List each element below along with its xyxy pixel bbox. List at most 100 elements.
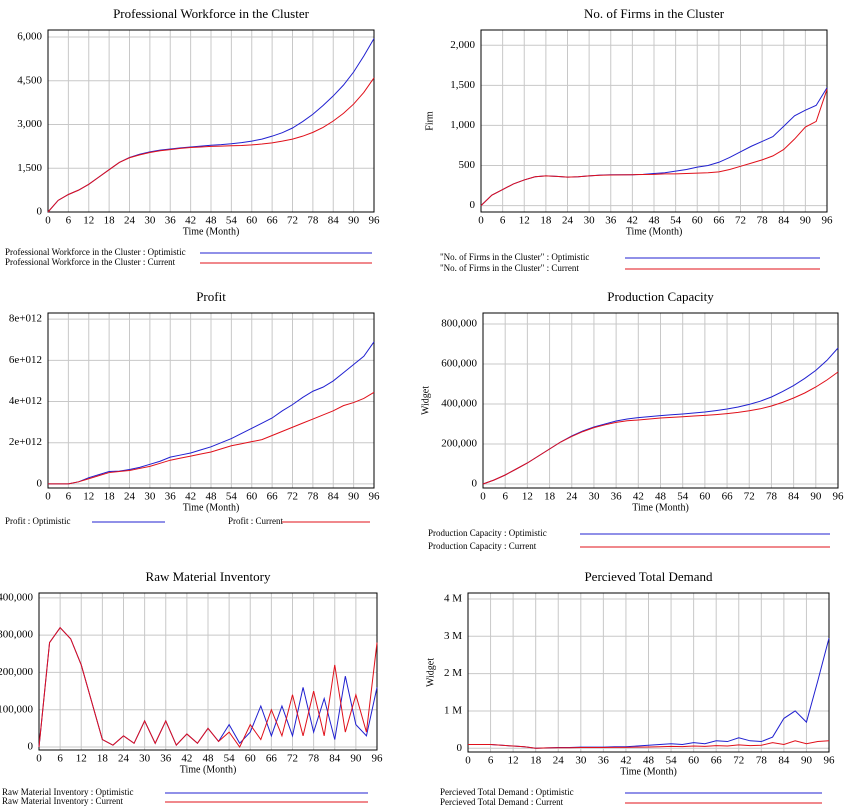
x-tick-label: 60 <box>246 215 258 227</box>
x-tick-label: 24 <box>562 215 574 227</box>
y-tick-label: 0 <box>37 206 43 218</box>
x-tick-label: 36 <box>165 491 177 503</box>
y-axis-label: Widget <box>420 386 431 415</box>
x-tick-label: 66 <box>266 753 278 765</box>
x-tick-label: 36 <box>605 215 617 227</box>
x-tick-label: 36 <box>598 755 610 767</box>
x-tick-label: 54 <box>677 491 689 503</box>
x-tick-label: 72 <box>735 215 746 227</box>
x-tick-label: 36 <box>165 215 177 227</box>
legend-label: Production Capacity : Current <box>428 541 537 551</box>
x-tick-label: 78 <box>757 215 769 227</box>
plot-frame <box>38 592 378 751</box>
x-tick-label: 78 <box>756 755 768 767</box>
x-tick-label: 66 <box>711 755 723 767</box>
x-tick-label: 42 <box>185 215 196 227</box>
x-tick-label: 12 <box>508 755 519 767</box>
y-tick-label: 400,000 <box>0 591 34 603</box>
y-axis-label: Widget <box>425 658 436 687</box>
y-tick-label: 8e+012 <box>9 313 42 325</box>
plot-frame <box>482 312 839 489</box>
series-line <box>480 89 828 206</box>
x-axis-label: Time (Month) <box>183 502 240 513</box>
x-tick-label: 18 <box>104 491 116 503</box>
legend-label: Profit : Optimistic <box>5 516 71 526</box>
x-tick-label: 78 <box>766 491 778 503</box>
x-tick-label: 72 <box>287 491 298 503</box>
x-tick-label: 42 <box>627 215 638 227</box>
x-tick-label: 42 <box>633 491 644 503</box>
x-tick-label: 90 <box>350 753 362 765</box>
x-tick-label: 90 <box>348 215 360 227</box>
y-tick-label: 500 <box>459 159 476 171</box>
x-tick-label: 60 <box>699 491 711 503</box>
x-tick-label: 42 <box>620 755 631 767</box>
plot-frame <box>480 29 828 213</box>
x-tick-label: 6 <box>66 215 72 227</box>
x-tick-label: 30 <box>575 755 587 767</box>
y-tick-label: 100,000 <box>0 703 34 715</box>
x-tick-label: 96 <box>372 753 384 765</box>
x-tick-label: 60 <box>246 491 258 503</box>
x-tick-label: 48 <box>649 215 661 227</box>
x-tick-label: 60 <box>688 755 700 767</box>
x-tick-label: 30 <box>588 491 600 503</box>
x-tick-label: 78 <box>308 753 320 765</box>
x-tick-label: 72 <box>733 755 744 767</box>
x-tick-label: 96 <box>369 215 381 227</box>
legend-label: Percieved Total Demand : Optimistic <box>440 787 574 797</box>
y-tick-label: 0 <box>470 199 476 211</box>
series-line <box>38 626 378 749</box>
x-tick-label: 54 <box>670 215 682 227</box>
y-tick-label: 4e+012 <box>9 395 42 407</box>
x-tick-label: 18 <box>544 491 556 503</box>
legend-label: Raw Material Inventory : Current <box>2 796 123 806</box>
x-tick-label: 90 <box>801 755 813 767</box>
y-tick-label: 1,000 <box>450 119 475 131</box>
x-tick-label: 96 <box>369 491 381 503</box>
x-tick-label: 24 <box>124 491 136 503</box>
x-tick-label: 36 <box>611 491 623 503</box>
chart-title: No. of Firms in the Cluster <box>584 6 725 21</box>
x-tick-label: 66 <box>722 491 734 503</box>
series-line <box>48 341 375 485</box>
x-tick-label: 42 <box>181 753 192 765</box>
x-tick-label: 42 <box>185 491 196 503</box>
y-tick-label: 6,000 <box>17 31 42 43</box>
x-tick-label: 72 <box>287 753 298 765</box>
x-tick-label: 96 <box>833 491 845 503</box>
x-tick-label: 12 <box>76 753 87 765</box>
x-tick-label: 54 <box>224 753 236 765</box>
y-tick-label: 3 M <box>444 630 462 642</box>
plot-frame <box>467 592 830 753</box>
x-tick-label: 78 <box>307 491 319 503</box>
x-tick-label: 48 <box>206 215 218 227</box>
x-tick-label: 30 <box>584 215 596 227</box>
y-tick-label: 300,000 <box>0 629 34 641</box>
x-tick-label: 0 <box>465 755 471 767</box>
x-tick-label: 0 <box>45 215 51 227</box>
x-tick-label: 66 <box>267 215 279 227</box>
y-tick-label: 1,500 <box>17 162 42 174</box>
legend-label: Professional Workforce in the Cluster : … <box>5 247 186 257</box>
x-tick-label: 54 <box>226 491 238 503</box>
x-tick-label: 12 <box>83 215 94 227</box>
chart-title: Raw Material Inventory <box>146 569 271 584</box>
y-tick-label: 1,500 <box>450 79 475 91</box>
series-line <box>47 77 375 213</box>
x-tick-label: 84 <box>788 491 800 503</box>
x-tick-label: 6 <box>488 755 494 767</box>
chart-title: Profit <box>196 289 226 304</box>
series-line <box>482 371 839 485</box>
x-axis-label: Time (Month) <box>632 502 689 513</box>
legend-label: "No. of Firms in the Cluster" : Current <box>440 263 579 273</box>
x-tick-label: 6 <box>66 491 72 503</box>
x-axis-label: Time (Month) <box>183 226 240 237</box>
x-tick-label: 18 <box>97 753 109 765</box>
x-tick-label: 66 <box>713 215 725 227</box>
x-tick-label: 30 <box>144 215 156 227</box>
x-tick-label: 48 <box>203 753 215 765</box>
legend-label: Percieved Total Demand : Current <box>440 797 564 807</box>
